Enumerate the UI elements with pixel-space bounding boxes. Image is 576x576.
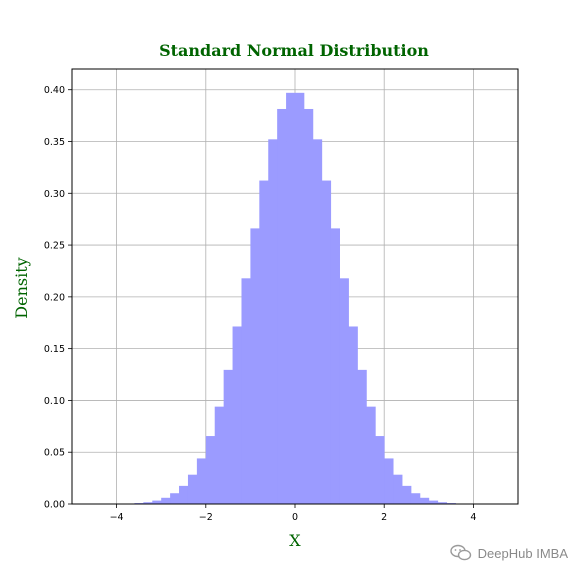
histogram-bar (303, 108, 314, 504)
histogram-bar (366, 406, 376, 504)
histogram-bar (312, 139, 323, 504)
histogram-bar (428, 500, 439, 504)
histogram-bar (152, 500, 162, 504)
histogram-bar (214, 406, 225, 504)
histogram-bar (232, 326, 242, 504)
y-tick-label: 0.05 (44, 448, 65, 459)
histogram-bar (196, 458, 207, 504)
histogram-bar (170, 493, 180, 504)
histogram-bar (339, 278, 349, 504)
histogram-bar (179, 485, 189, 504)
histogram-bar (268, 139, 278, 504)
y-tick-label: 0.40 (44, 85, 65, 96)
histogram-bar (402, 485, 412, 504)
watermark: DeepHub IMBA (449, 544, 568, 562)
histogram-bar (205, 436, 216, 504)
histogram-bar (143, 502, 153, 504)
histogram-bar (437, 502, 448, 504)
histogram-bar (384, 458, 394, 504)
histogram-bars (116, 92, 474, 505)
x-tick-label: 2 (381, 512, 387, 523)
histogram-bar (286, 92, 296, 505)
histogram-bar (161, 497, 171, 504)
y-tick-label: 0.00 (44, 500, 65, 511)
histogram-bar (375, 436, 385, 504)
histogram-bar (357, 369, 367, 504)
x-tick-label: −4 (110, 512, 124, 523)
y-tick-label: 0.35 (44, 137, 65, 148)
histogram-bar (330, 228, 340, 504)
y-axis-label: Density (12, 257, 31, 318)
watermark-text: DeepHub IMBA (477, 545, 568, 561)
histogram-bar (259, 180, 269, 504)
histogram-bar (223, 369, 233, 504)
chart-title: Standard Normal Distribution (159, 41, 429, 60)
x-axis-label: X (289, 531, 301, 550)
y-tick-label: 0.30 (44, 189, 65, 200)
histogram-bar (393, 474, 403, 504)
x-tick-label: 4 (470, 512, 476, 523)
histogram-bar (295, 92, 305, 505)
wechat-icon (449, 544, 471, 561)
x-tick-label: −2 (199, 512, 213, 523)
histogram-bar (348, 326, 358, 504)
axis-ticks: −4 −2 0 2 4 0.00 0.05 0.10 0.15 0.20 0.25 0.30 0.35 0… (44, 85, 477, 523)
histogram-bar (419, 497, 430, 504)
x-tick-label: 0 (292, 512, 298, 523)
histogram-bar (241, 278, 251, 504)
y-tick-label: 0.15 (44, 344, 65, 355)
histogram-bar (250, 228, 260, 504)
y-tick-label: 0.25 (44, 241, 65, 252)
y-tick-label: 0.20 (44, 292, 65, 303)
histogram-bar (321, 180, 332, 504)
histogram-bar (410, 493, 421, 504)
histogram-bar (187, 474, 198, 504)
y-tick-label: 0.10 (44, 396, 65, 407)
histogram-bar (277, 108, 287, 504)
